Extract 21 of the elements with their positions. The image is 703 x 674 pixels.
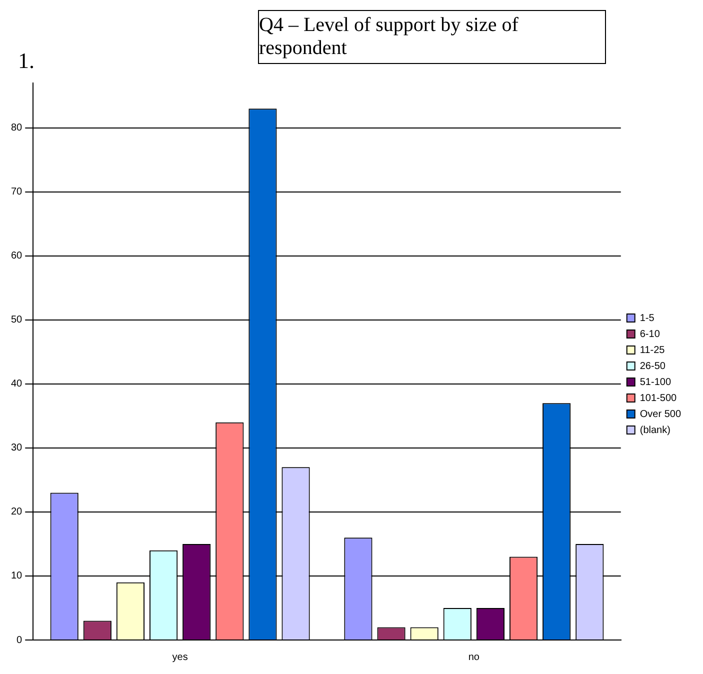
y-tick-label: 50: [11, 314, 23, 326]
y-tick-label: 70: [11, 186, 23, 198]
legend-label: 101-500: [640, 392, 678, 404]
y-tick-label: 60: [11, 250, 23, 262]
y-tick-label: 30: [11, 442, 23, 454]
legend-label: 51-100: [640, 376, 672, 388]
legend-label: 6-10: [640, 328, 660, 340]
legend-label: 1-5: [640, 312, 655, 324]
y-tick-label: 0: [16, 634, 23, 646]
x-tick-label: yes: [172, 652, 188, 663]
text: 1.: [18, 48, 34, 74]
y-tick-label: 40: [11, 378, 23, 390]
legend-label: 11-25: [640, 344, 666, 356]
y-tick-label: 20: [11, 506, 23, 518]
y-tick-label: 10: [11, 570, 23, 582]
y-tick-label: 80: [11, 122, 23, 134]
chart-title: Q4 – Level of support by size of respondent: [258, 10, 606, 64]
legend-label: Over 500: [640, 408, 682, 420]
legend-label: 26-50: [640, 360, 666, 372]
x-tick-label: no: [468, 652, 480, 663]
legend-label: (blank): [640, 424, 670, 436]
